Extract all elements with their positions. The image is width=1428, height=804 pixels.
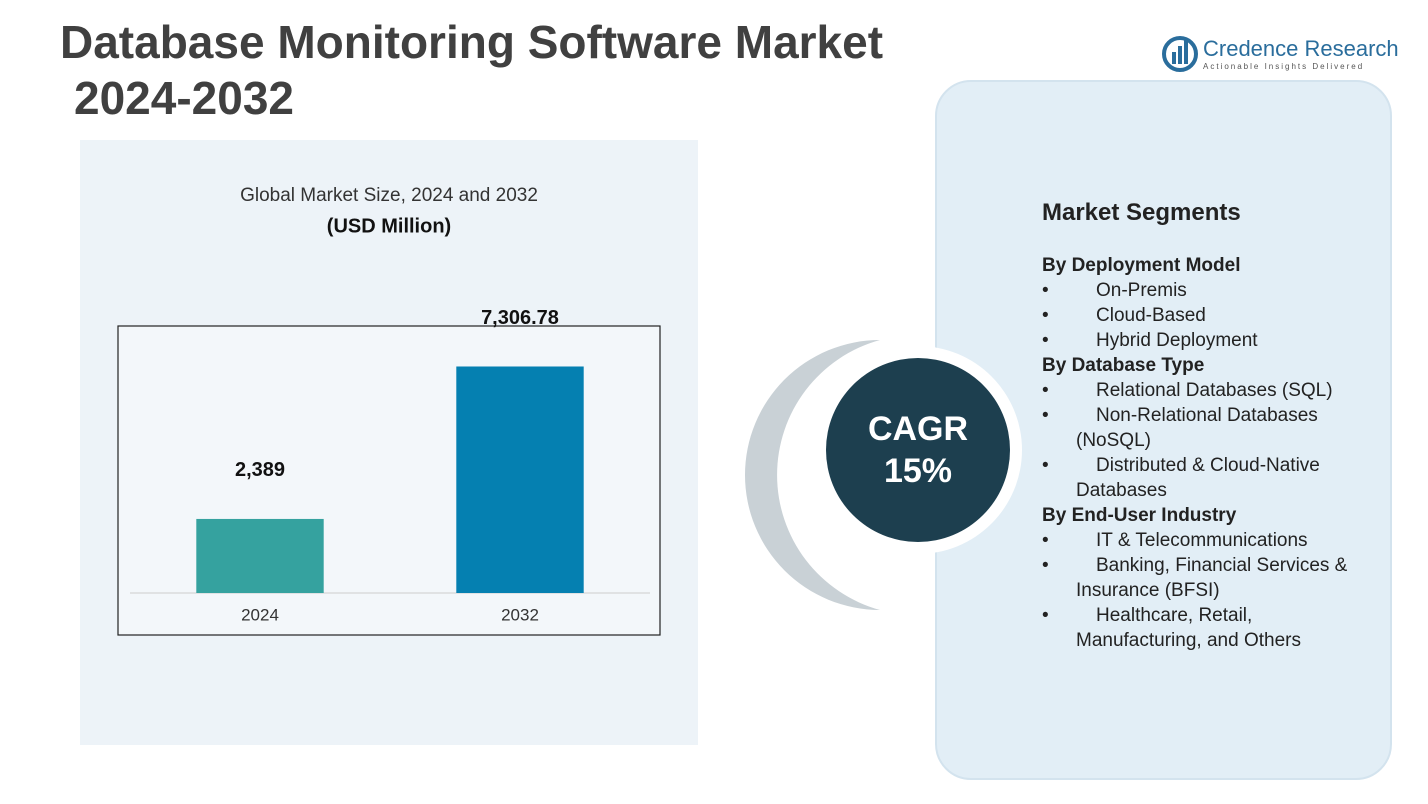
segment-item: IT & Telecommunications: [1042, 528, 1372, 553]
chart-subtitle: (USD Million): [327, 215, 451, 237]
chart-title: Global Market Size, 2024 and 2032: [240, 185, 538, 206]
logo-name: Credence Research: [1203, 36, 1399, 61]
segment-item: Distributed & Cloud-Native Databases: [1042, 453, 1372, 503]
segment-item: Non-Relational Databases (NoSQL): [1042, 403, 1372, 453]
cagr-label: CAGR: [868, 410, 968, 448]
bar: [456, 366, 584, 593]
page-title: Database Monitoring Software Market 2024…: [60, 14, 883, 126]
logo-tagline: Actionable Insights Delivered: [1203, 62, 1365, 71]
segment-group-title: By Deployment Model: [1042, 255, 1241, 276]
cagr-value: 15%: [884, 452, 952, 490]
segment-item: On-Premis: [1042, 278, 1372, 303]
segment-item: Relational Databases (SQL): [1042, 378, 1372, 403]
segment-group-title: By End-User Industry: [1042, 505, 1237, 526]
value-label: 2,389: [235, 459, 285, 481]
bar: [196, 518, 324, 593]
segment-item: Banking, Financial Services & Insurance …: [1042, 553, 1372, 603]
segment-item: Healthcare, Retail, Manufacturing, and O…: [1042, 603, 1372, 653]
title-line: 2024-2032: [74, 72, 294, 124]
segment-item: Hybrid Deployment: [1042, 328, 1372, 353]
cagr-ring: [745, 340, 880, 610]
segment-item: Cloud-Based: [1042, 303, 1372, 328]
segments-heading: Market Segments: [1042, 199, 1241, 226]
x-tick-label: 2032: [501, 605, 539, 624]
title-line: Database Monitoring Software Market: [60, 16, 884, 68]
segments: Market Segments By Deployment ModelOn-Pr…: [1042, 200, 1372, 653]
value-label: 7,306.78: [481, 307, 559, 329]
x-tick-label: 2024: [241, 605, 279, 624]
logo-icon: [1162, 36, 1198, 72]
cagr-circle: [826, 358, 1010, 542]
segment-group-title: By Database Type: [1042, 355, 1205, 376]
chart-panel: [80, 140, 698, 745]
